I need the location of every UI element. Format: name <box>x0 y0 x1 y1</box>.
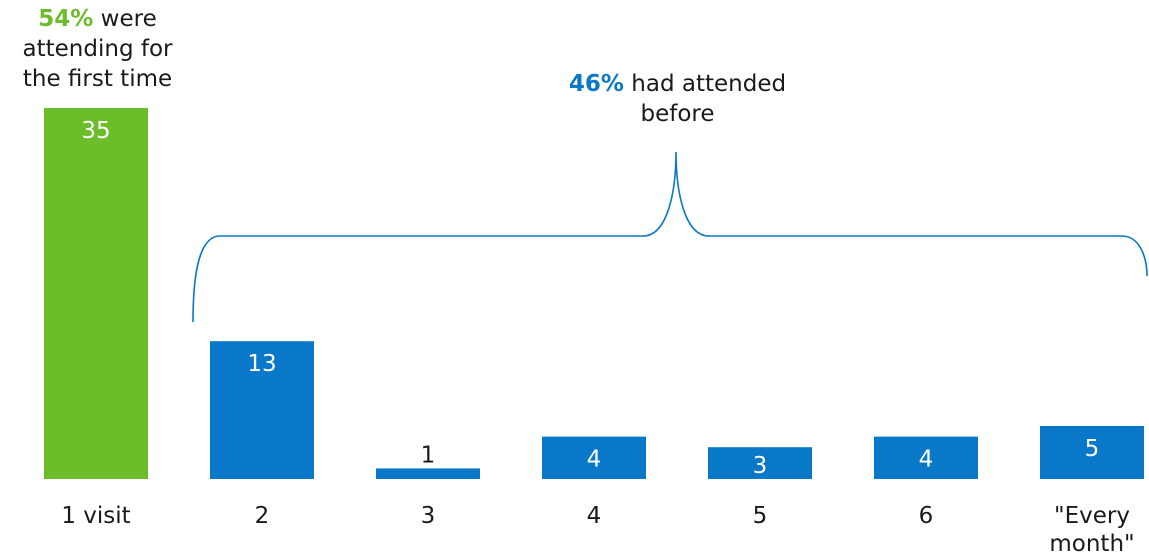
category-label: 4 <box>587 503 602 529</box>
data-label: 13 <box>247 351 276 377</box>
data-label: 1 <box>421 442 436 468</box>
data-label: 3 <box>753 453 768 479</box>
data-label: 4 <box>919 447 934 473</box>
bar <box>210 341 314 479</box>
first-time-text: were attending for the first time <box>22 6 173 92</box>
bar <box>708 447 812 479</box>
bar <box>376 468 480 479</box>
category-label: 6 <box>919 503 934 529</box>
data-label: 4 <box>587 447 602 473</box>
bar <box>1040 426 1144 479</box>
repeat-visitors-brace <box>192 151 1148 323</box>
data-label: 5 <box>1085 436 1100 462</box>
category-label: 3 <box>421 503 436 529</box>
category-label: "Every month" <box>1049 503 1134 554</box>
bar <box>542 436 646 479</box>
attended-before-annotation: 46% had attended before <box>545 69 810 129</box>
attended-before-text: had attended before <box>631 71 787 127</box>
category-label: 1 visit <box>61 503 130 529</box>
category-labels-group: 1 visit 2 3 4 5 6 "Every month" <box>61 503 1134 554</box>
first-time-annotation: 54% were attending for the first time <box>0 4 195 94</box>
attended-before-percent: 46% <box>568 71 624 97</box>
bar <box>44 108 148 479</box>
first-time-percent: 54% <box>38 6 94 32</box>
data-label: 35 <box>81 118 110 144</box>
category-label: 5 <box>753 503 768 529</box>
bar <box>874 436 978 479</box>
data-labels-group: 35 13 1 4 3 4 5 <box>81 118 1099 479</box>
bars-group <box>44 108 1144 479</box>
category-label: 2 <box>255 503 270 529</box>
